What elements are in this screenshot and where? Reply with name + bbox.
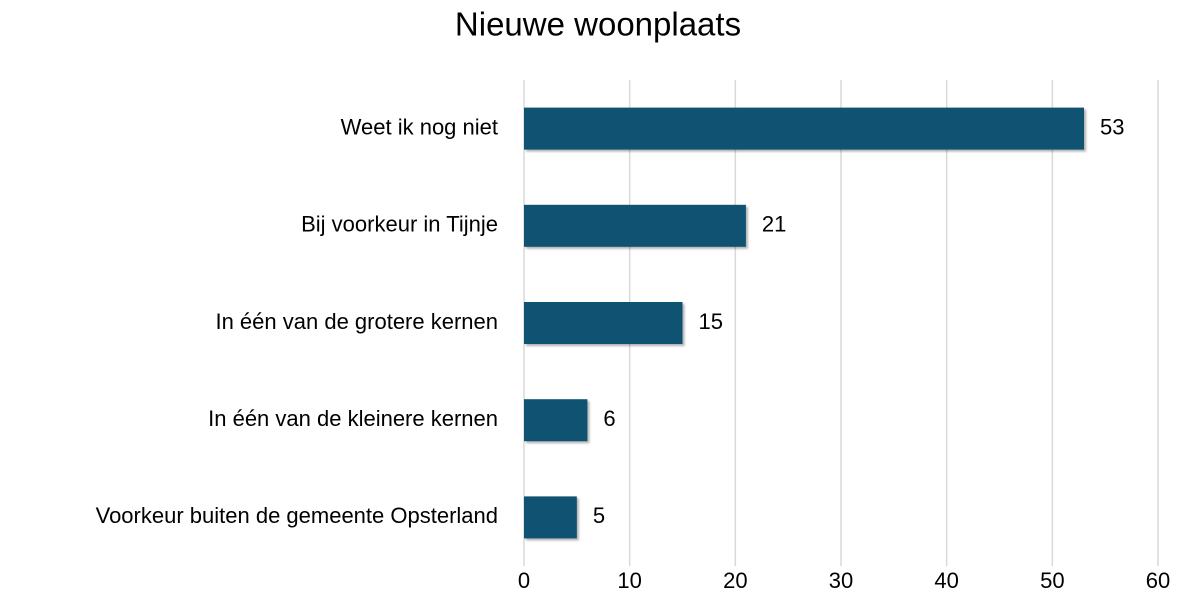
x-tick-label: 50 [1040,568,1064,593]
bar [524,107,1085,150]
y-tick-label: Bij voorkeur in Tijnje [301,212,498,237]
x-tick-label: 20 [723,568,747,593]
data-label: 5 [593,503,605,528]
x-tick-label: 60 [1146,568,1170,593]
bar [524,302,683,344]
data-label: 6 [603,406,615,431]
x-tick-label: 10 [617,568,641,593]
y-tick-label: Weet ik nog niet [341,114,498,139]
bar [524,204,746,247]
data-label: 15 [699,309,723,334]
data-label: 21 [762,212,786,237]
chart-title: Nieuwe woonplaats [455,6,741,43]
y-tick-label: In één van de kleinere kernen [208,406,498,431]
data-label: 53 [1100,114,1124,139]
bar [524,496,577,539]
y-tick-label: In één van de grotere kernen [215,309,498,334]
x-tick-label: 40 [934,568,958,593]
bar [524,399,588,442]
x-tick-label: 0 [518,568,530,593]
x-tick-label: 30 [829,568,853,593]
y-tick-label: Voorkeur buiten de gemeente Opsterland [96,503,498,528]
